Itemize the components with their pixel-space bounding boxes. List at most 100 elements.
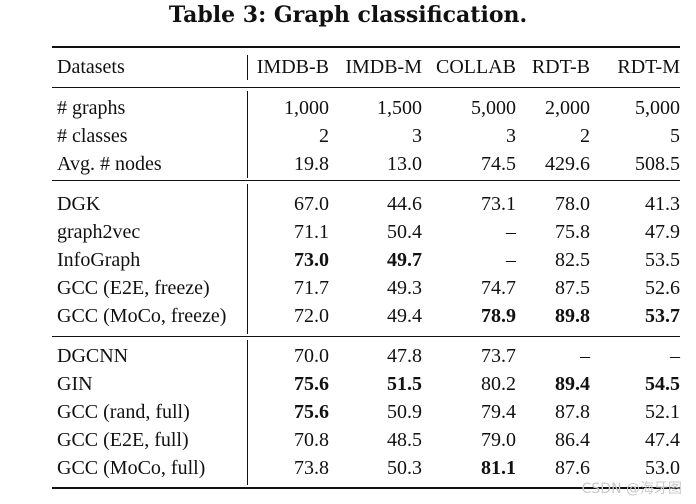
- table-cell: 1,000: [284, 97, 329, 119]
- header-row: Datasets IMDB-B IMDB-M COLLAB RDT-B RDT-…: [52, 53, 680, 81]
- group1-rule: [52, 336, 680, 337]
- table-row: GCC (rand, full) 75.6 50.9 79.4 87.8 52.1: [52, 398, 680, 426]
- table-cell: 79.4: [481, 401, 516, 423]
- column-separator: [247, 340, 248, 485]
- table-cell: 5: [670, 125, 680, 147]
- table-cell: 81.1: [481, 457, 516, 479]
- table-cell: 78.9: [481, 305, 516, 327]
- row-label: GCC (rand, full): [57, 401, 190, 423]
- table-cell: 87.8: [555, 401, 590, 423]
- table-cell: 13.0: [387, 153, 422, 175]
- table-cell: 50.4: [387, 221, 422, 243]
- table-row: GCC (MoCo, freeze) 72.0 49.4 78.9 89.8 53.7: [52, 302, 680, 330]
- header-datasets: Datasets: [57, 56, 125, 78]
- column-separator: [247, 55, 248, 80]
- table-cell: 75.6: [294, 401, 329, 423]
- bottom-rule: [52, 487, 680, 489]
- top-rule: [52, 46, 680, 48]
- table-cell: 2: [319, 125, 329, 147]
- table-row: # classes 2 3 3 2 5: [52, 122, 680, 150]
- table-cell: 49.7: [387, 249, 422, 271]
- row-label: graph2vec: [57, 221, 141, 243]
- table-cell: 52.6: [645, 277, 680, 299]
- table-cell: 2: [580, 125, 590, 147]
- table-cell: 74.5: [481, 153, 516, 175]
- header-rule: [52, 87, 680, 88]
- header-table: Datasets IMDB-B IMDB-M COLLAB RDT-B RDT-…: [52, 53, 680, 81]
- table-cell: 508.5: [635, 153, 680, 175]
- table-cell: 5,000: [635, 97, 680, 119]
- table-cell: 79.0: [481, 429, 516, 451]
- row-label: GCC (E2E, full): [57, 429, 189, 451]
- table-cell: 3: [412, 125, 422, 147]
- row-label: GCC (MoCo, full): [57, 457, 206, 479]
- row-label: # graphs: [57, 97, 126, 119]
- table-cell: 47.8: [387, 345, 422, 367]
- row-label: DGCNN: [57, 345, 129, 367]
- table-cell: 5,000: [471, 97, 516, 119]
- table-cell: 71.1: [294, 221, 329, 243]
- table-cell: 47.9: [645, 221, 680, 243]
- watermark: CSDN @海牙图: [581, 481, 682, 497]
- table-cell: –: [580, 345, 590, 367]
- table-cell: 53.5: [645, 249, 680, 271]
- table-row: GCC (E2E, freeze) 71.7 49.3 74.7 87.5 52.6: [52, 274, 680, 302]
- table-cell: 73.8: [294, 457, 329, 479]
- table-cell: 49.4: [387, 305, 422, 327]
- table-row: GCC (MoCo, full) 73.8 50.3 81.1 87.6 53.0: [52, 454, 680, 482]
- table-cell: 44.6: [387, 193, 422, 215]
- stats-rule: [52, 180, 680, 181]
- row-label: GIN: [57, 373, 93, 395]
- header-rdt-m: RDT-M: [617, 56, 680, 78]
- row-label: GCC (MoCo, freeze): [57, 305, 227, 327]
- table-cell: 67.0: [294, 193, 329, 215]
- stats-table: # graphs 1,000 1,500 5,000 2,000 5,000 # class…: [52, 94, 680, 178]
- table-cell: 71.7: [294, 277, 329, 299]
- header-imdb-b: IMDB-B: [256, 56, 329, 78]
- table-row: GCC (E2E, full) 70.8 48.5 79.0 86.4 47.4: [52, 426, 680, 454]
- row-label: GCC (E2E, freeze): [57, 277, 210, 299]
- column-separator: [247, 184, 248, 334]
- table-cell: 80.2: [481, 373, 516, 395]
- row-label: Avg. # nodes: [57, 153, 162, 175]
- table-row: # graphs 1,000 1,500 5,000 2,000 5,000: [52, 94, 680, 122]
- table-cell: 89.4: [555, 373, 590, 395]
- header-rdt-b: RDT-B: [531, 56, 590, 78]
- table-cell: 73.7: [481, 345, 516, 367]
- table-cell: 72.0: [294, 305, 329, 327]
- table-cell: 53.0: [645, 457, 680, 479]
- header-imdb-m: IMDB-M: [345, 56, 422, 78]
- table-cell: 75.6: [294, 373, 329, 395]
- table-row: graph2vec 71.1 50.4 – 75.8 47.9: [52, 218, 680, 246]
- table-cell: 82.5: [555, 249, 590, 271]
- table-cell: 86.4: [555, 429, 590, 451]
- table-cell: 50.3: [387, 457, 422, 479]
- table-row: Avg. # nodes 19.8 13.0 74.5 429.6 508.5: [52, 150, 680, 178]
- table-cell: –: [506, 221, 516, 243]
- table-cell: 429.6: [545, 153, 590, 175]
- table-cell: 54.5: [645, 373, 680, 395]
- table-cell: 87.5: [555, 277, 590, 299]
- table-cell: 48.5: [387, 429, 422, 451]
- table-cell: 51.5: [387, 373, 422, 395]
- table-cell: 87.6: [555, 457, 590, 479]
- table-row: DGK 67.0 44.6 73.1 78.0 41.3: [52, 190, 680, 218]
- row-label: DGK: [57, 193, 101, 215]
- table-cell: 41.3: [645, 193, 680, 215]
- table-row: InfoGraph 73.0 49.7 – 82.5 53.5: [52, 246, 680, 274]
- table-cell: 73.1: [481, 193, 516, 215]
- table-cell: 19.8: [294, 153, 329, 175]
- pretrain-freeze-table: DGK 67.0 44.6 73.1 78.0 41.3 graph2vec 71.1 50.4…: [52, 190, 680, 330]
- table-cell: 70.8: [294, 429, 329, 451]
- row-label: InfoGraph: [57, 249, 141, 271]
- table-cell: 2,000: [545, 97, 590, 119]
- table-cell: 3: [506, 125, 516, 147]
- table-cell: –: [670, 345, 680, 367]
- table-cell: 74.7: [481, 277, 516, 299]
- table-row: GIN 75.6 51.5 80.2 89.4 54.5: [52, 370, 680, 398]
- table-cell: 75.8: [555, 221, 590, 243]
- column-separator: [247, 91, 248, 178]
- table-cell: 49.3: [387, 277, 422, 299]
- table-cell: 89.8: [555, 305, 590, 327]
- row-label: # classes: [57, 125, 128, 147]
